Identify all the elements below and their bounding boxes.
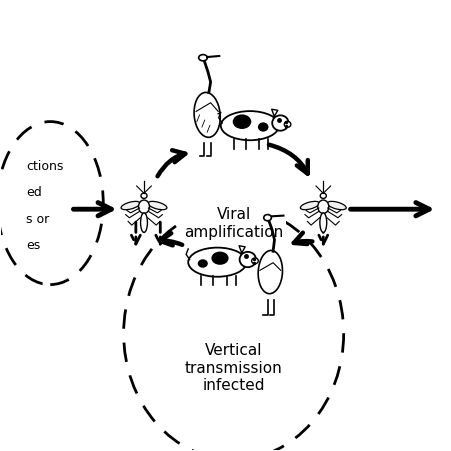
Ellipse shape [320,213,327,232]
Ellipse shape [199,55,207,61]
Ellipse shape [327,201,346,210]
Text: Vertical
transmission
infected: Vertical transmission infected [185,343,282,393]
Ellipse shape [258,250,282,294]
Ellipse shape [252,258,258,264]
Ellipse shape [272,115,289,131]
Ellipse shape [318,200,329,213]
Ellipse shape [121,201,140,210]
Ellipse shape [141,193,147,198]
Ellipse shape [284,121,291,127]
Text: s or: s or [26,213,49,226]
Ellipse shape [212,252,229,265]
Text: Viral
amplification: Viral amplification [184,207,283,239]
Text: ed: ed [26,186,41,199]
Polygon shape [239,246,245,253]
Ellipse shape [300,201,319,210]
Ellipse shape [138,200,149,213]
Ellipse shape [233,115,251,129]
Ellipse shape [198,259,208,268]
Polygon shape [272,109,278,116]
Ellipse shape [188,248,247,277]
Ellipse shape [148,201,167,210]
Text: ctions: ctions [26,160,63,173]
Ellipse shape [320,193,327,198]
Ellipse shape [239,252,256,267]
Ellipse shape [221,111,279,140]
Text: es: es [26,239,40,253]
Ellipse shape [141,213,147,232]
Ellipse shape [258,122,268,132]
Ellipse shape [264,215,272,221]
Ellipse shape [194,92,220,137]
